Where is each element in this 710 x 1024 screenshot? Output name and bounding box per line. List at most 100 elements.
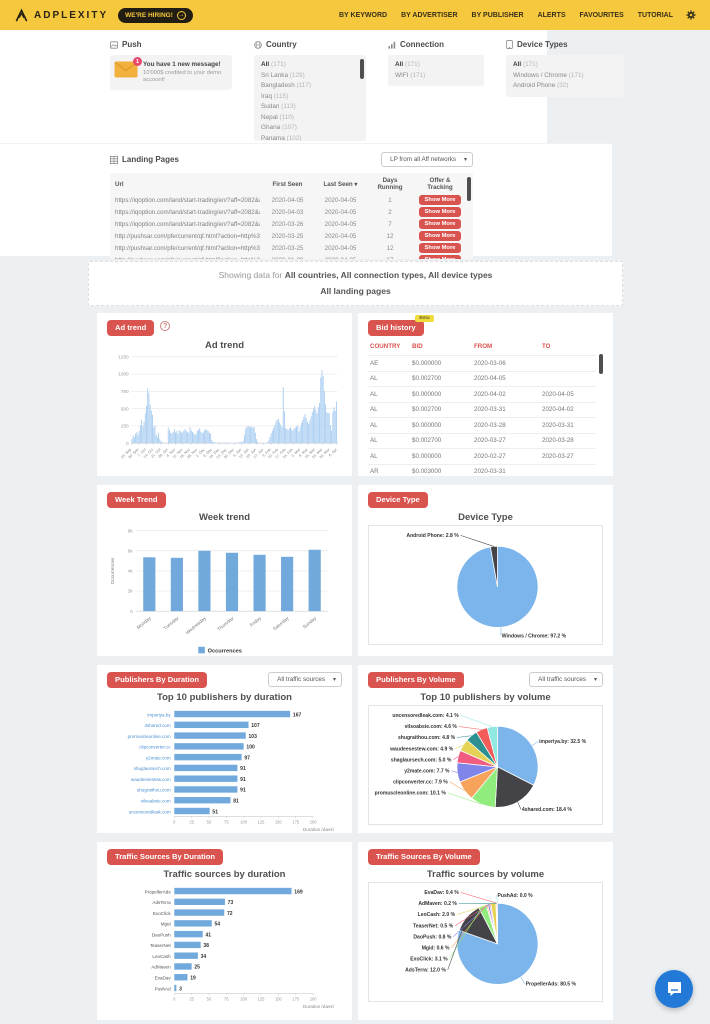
bid-cell: $0.000000 (410, 386, 472, 402)
svg-text:2. Dec: 2. Dec (195, 448, 206, 459)
bid-cell: AE (368, 355, 410, 371)
svg-text:72: 72 (227, 911, 233, 917)
filter-item-count: (171) (269, 61, 286, 68)
days-running-cell: 12 (386, 232, 394, 240)
bid-column-from: FROM (474, 343, 493, 350)
landing-url-link[interactable]: https://iqoption.com/land/start-trading/… (115, 208, 260, 216)
filter-item-all[interactable]: All (171) (395, 60, 477, 71)
show-more-button[interactable]: Show More (418, 231, 462, 241)
signal-bars-icon (388, 41, 396, 49)
lp-network-dropdown[interactable]: LP from all Aff networks (381, 152, 473, 167)
show-more-button[interactable]: Show More (418, 207, 462, 217)
nav-by-advertiser[interactable]: BY ADVERTISER (401, 11, 458, 19)
svg-text:50: 50 (207, 820, 212, 825)
table-row: AR $0.003000 2020-03-31 (368, 463, 596, 474)
filter-item-android-phone[interactable]: Android Phone (32) (513, 81, 617, 92)
show-more-button[interactable]: Show More (418, 195, 462, 205)
landing-scrollbar[interactable] (467, 177, 471, 201)
svg-text:27. Jan: 27. Jan (253, 448, 265, 460)
nav-by-publisher[interactable]: BY PUBLISHER (471, 11, 524, 19)
push-message-card[interactable]: 1 You have 1 new message! 10'000$ credit… (110, 55, 232, 91)
svg-text:TeaserNet: TeaserNet (150, 943, 171, 948)
summary-box: Showing data for All countries, All conn… (88, 261, 623, 306)
traffic-duration-title: Traffic sources by duration (163, 869, 286, 880)
svg-text:LeoCash: LeoCash (152, 954, 171, 959)
bid-cell: $0.002700 (410, 432, 472, 449)
svg-text:promuscleonline.com: 10.1 %: promuscleonline.com: 10.1 % (375, 791, 447, 797)
svg-text:PropellerAds: PropellerAds (145, 889, 172, 894)
week-trend-chart: 0 2k 4k 6k 8k Occurrences Monday Tuesday Wednesd… (110, 528, 329, 654)
traffic-source-dropdown[interactable]: All traffic sources (268, 672, 342, 687)
nav-favourites[interactable]: FAVOURITES (579, 11, 624, 19)
days-running-cell: 7 (388, 220, 392, 228)
logo-triangle-icon (15, 7, 28, 21)
country-scrollbar[interactable] (360, 59, 364, 79)
column-header-offer-tracking[interactable]: Offer & Tracking (427, 177, 453, 191)
settings-gear-icon[interactable] (686, 10, 696, 20)
table-icon (110, 155, 118, 164)
column-header-first-seen[interactable]: First Seen (272, 180, 303, 188)
filter-item-sudan[interactable]: Sudan (113) (261, 102, 359, 113)
column-header-last-seen[interactable]: Last Seen ▾ (323, 180, 358, 188)
traffic-source-dropdown[interactable]: All traffic sources (529, 672, 603, 687)
nav-tutorial[interactable]: TUTORIAL (637, 11, 673, 19)
filter-item-iraq[interactable]: Iraq (115) (261, 92, 359, 103)
device-type-pie: Android Phone: 2.8 % Windows / Chrome: 97… (368, 525, 603, 645)
adplexity-logo[interactable]: ADPLEXITY (14, 7, 108, 23)
svg-text:DaoPush: DaoPush (152, 932, 171, 937)
filter-item-bangladesh[interactable]: Bangladesh (117) (261, 81, 359, 92)
landing-url-link[interactable]: https://iqoption.com/land/start-trading/… (115, 196, 260, 204)
push-panel: Push 1 You have 1 new message! 10'000$ c… (110, 40, 232, 143)
table-row: AL $0.002700 2020-04-05 (368, 370, 596, 387)
filter-item-ghana[interactable]: Ghana (107) (261, 123, 359, 134)
help-icon[interactable]: ? (160, 321, 171, 331)
filter-item-all[interactable]: All (171) (513, 60, 617, 71)
svg-text:13. Jan: 13. Jan (238, 448, 250, 460)
bid-scrollbar[interactable] (599, 354, 603, 374)
bid-cell: $0.000000 (410, 417, 472, 433)
landing-pages-table: Url First Seen Last Seen ▾ Days Running Offe… (110, 173, 473, 259)
landing-url-link[interactable]: http://pushsar.com/pfe/current/qf.html?a… (115, 232, 260, 240)
filter-item-nepal[interactable]: Nepal (110) (261, 113, 359, 124)
hiring-pill[interactable]: WE'RE HIRING! → (118, 7, 193, 23)
svg-text:54: 54 (214, 922, 220, 928)
filter-item-wifi[interactable]: WIFI (171) (395, 71, 477, 82)
filter-item-all[interactable]: All (171) (261, 60, 359, 71)
bid-cell: 2020-03-28 (472, 417, 540, 433)
filter-item-windows-chrome[interactable]: Windows / Chrome (171) (513, 71, 617, 82)
show-more-button[interactable]: Show More (418, 243, 462, 253)
table-row: AL $0.000000 2020-03-28 2020-03-31 (368, 417, 596, 433)
device-types-panel-title: Device Types (517, 40, 568, 49)
filter-item-label: Panama (261, 134, 285, 142)
filter-item-panama[interactable]: Panama (102) (261, 134, 359, 142)
svg-text:Wednesday: Wednesday (185, 615, 208, 635)
unread-count-badge: 1 (133, 57, 142, 66)
landing-url-link[interactable]: http://pushsar.com/pfe/current/qf.html?a… (115, 244, 260, 252)
nav-alerts[interactable]: ALERTS (537, 11, 566, 19)
chat-launcher-button[interactable] (655, 970, 693, 1008)
filter-item-sri-lanka[interactable]: Sri Lanka (129) (261, 71, 359, 82)
filter-item-label: Ghana (261, 124, 281, 131)
svg-text:73: 73 (228, 900, 234, 906)
nav-by-keyword[interactable]: BY KEYWORD (339, 11, 388, 19)
svg-text:Mgid: Mgid (161, 922, 171, 927)
svg-text:Duration (days): Duration (days) (303, 1004, 335, 1008)
svg-text:1000: 1000 (118, 372, 129, 377)
filter-item-count: (107) (280, 124, 297, 131)
bid-cell: $0.000000 (410, 448, 472, 464)
svg-text:clipconverter.cc: clipconverter.cc (139, 745, 171, 750)
landing-url-link[interactable]: https://iqoption.com/land/start-trading/… (115, 220, 260, 228)
column-header-url[interactable]: Url (115, 180, 124, 188)
svg-text:6k: 6k (128, 548, 134, 553)
show-more-button[interactable]: Show More (418, 219, 462, 229)
svg-text:19: 19 (190, 976, 196, 982)
svg-text:Saturday: Saturday (272, 615, 290, 631)
bid-cell: $0.000000 (410, 355, 472, 371)
column-header-days-running[interactable]: Days Running (377, 177, 403, 191)
landing-url-link[interactable]: http://pushsar.com/pfe/current/qf.html?a… (110, 254, 260, 260)
svg-text:25: 25 (194, 965, 200, 971)
device-type-badge: Device Type (368, 492, 428, 508)
show-more-button[interactable]: Show More (418, 255, 462, 259)
svg-text:vilsoabsie.com: 4.6 %: vilsoabsie.com: 4.6 % (405, 724, 458, 730)
filter-item-label: Iraq (261, 92, 273, 100)
